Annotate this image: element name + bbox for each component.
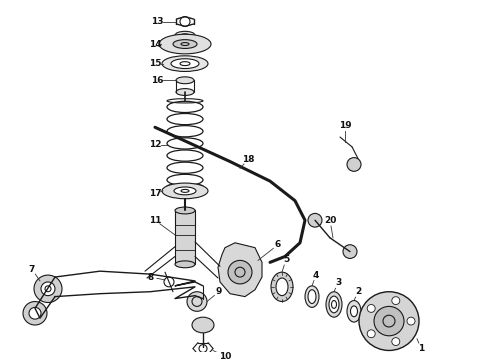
Ellipse shape	[347, 301, 361, 322]
Circle shape	[41, 282, 55, 296]
Circle shape	[367, 305, 375, 312]
Text: 14: 14	[148, 40, 161, 49]
Text: 9: 9	[216, 287, 222, 296]
Circle shape	[367, 330, 375, 338]
Text: 3: 3	[335, 278, 341, 287]
Ellipse shape	[162, 56, 208, 72]
Ellipse shape	[176, 77, 194, 84]
Text: 20: 20	[324, 216, 336, 225]
Ellipse shape	[276, 278, 288, 296]
Text: 10: 10	[219, 352, 231, 360]
Text: 8: 8	[148, 273, 154, 282]
Text: 1: 1	[418, 344, 424, 353]
Text: 15: 15	[149, 59, 161, 68]
Circle shape	[34, 275, 62, 302]
Circle shape	[29, 307, 41, 319]
Text: 6: 6	[275, 240, 281, 249]
Ellipse shape	[305, 286, 319, 307]
Ellipse shape	[159, 34, 211, 54]
Circle shape	[374, 306, 404, 336]
Ellipse shape	[171, 59, 199, 68]
Circle shape	[187, 292, 207, 311]
Ellipse shape	[271, 272, 293, 302]
Text: 12: 12	[149, 140, 161, 149]
Ellipse shape	[175, 207, 195, 214]
Ellipse shape	[192, 317, 214, 333]
Ellipse shape	[173, 40, 197, 49]
Circle shape	[359, 292, 419, 351]
Ellipse shape	[174, 187, 196, 195]
Circle shape	[343, 245, 357, 258]
Text: 16: 16	[151, 76, 163, 85]
Bar	[175, 211, 195, 264]
Text: 18: 18	[242, 155, 254, 164]
Text: 19: 19	[339, 121, 351, 130]
Text: 13: 13	[151, 17, 163, 26]
Ellipse shape	[326, 292, 342, 317]
Circle shape	[23, 302, 47, 325]
Circle shape	[308, 213, 322, 227]
Text: 17: 17	[148, 189, 161, 198]
Circle shape	[407, 317, 415, 325]
Text: 11: 11	[149, 216, 161, 225]
Ellipse shape	[350, 306, 358, 317]
Text: 5: 5	[283, 255, 289, 264]
Ellipse shape	[162, 183, 208, 199]
Polygon shape	[218, 243, 262, 297]
Text: 7: 7	[29, 265, 35, 274]
Circle shape	[392, 338, 400, 346]
Text: 2: 2	[355, 287, 361, 296]
Circle shape	[228, 260, 252, 284]
Ellipse shape	[175, 261, 195, 268]
Circle shape	[347, 158, 361, 171]
Ellipse shape	[175, 31, 195, 39]
Ellipse shape	[176, 89, 194, 95]
Ellipse shape	[308, 290, 316, 303]
Ellipse shape	[329, 296, 339, 313]
Text: 4: 4	[313, 271, 319, 280]
Circle shape	[392, 297, 400, 305]
